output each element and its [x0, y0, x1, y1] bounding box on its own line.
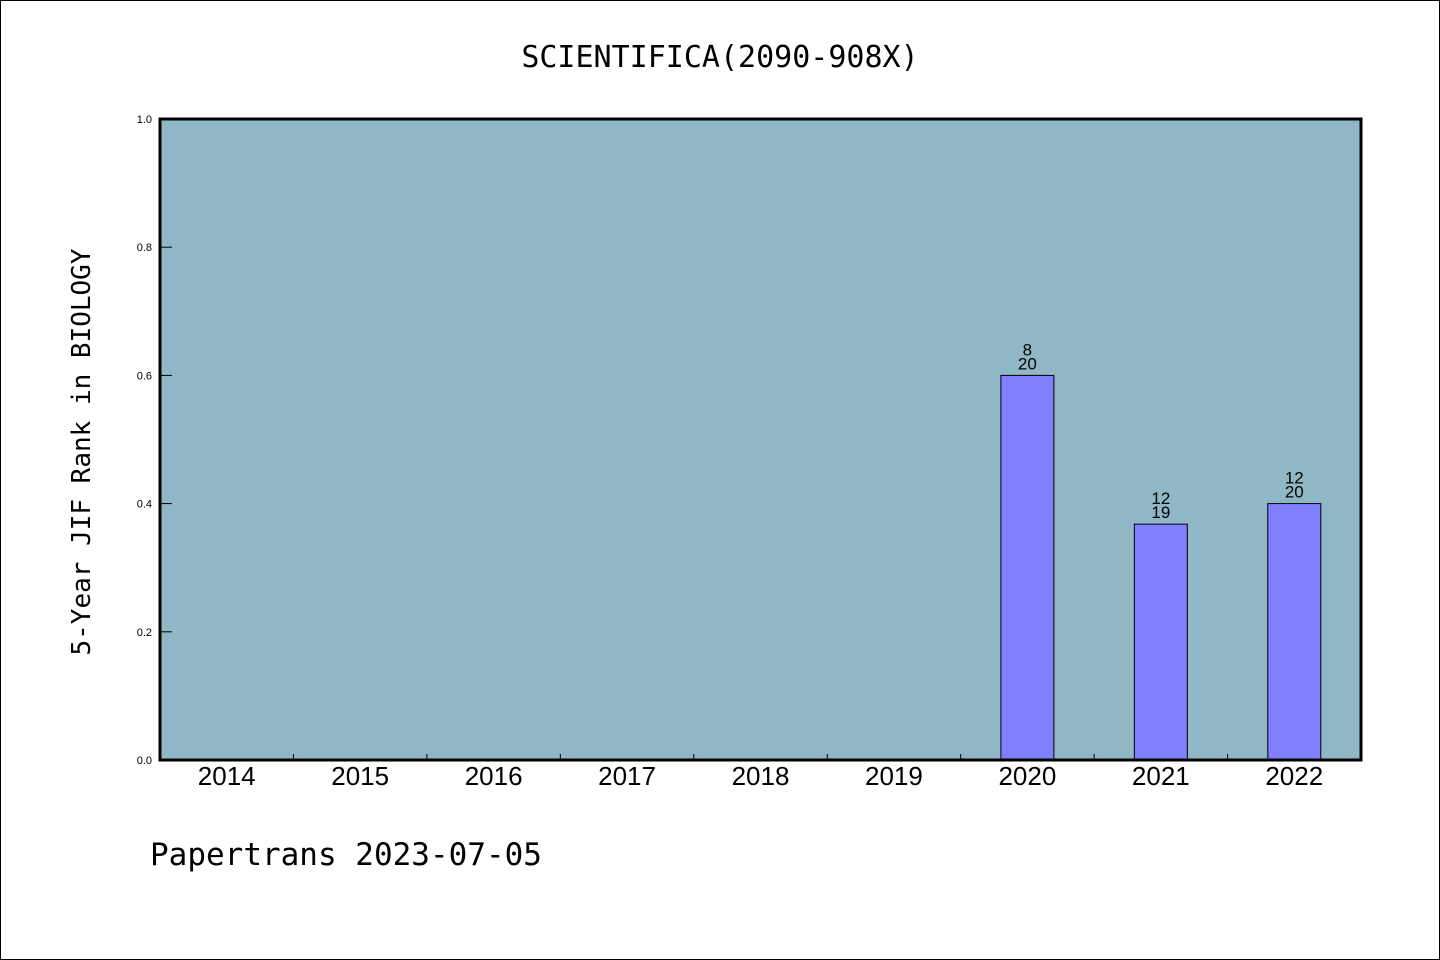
bar-label-rank: 12: [1151, 489, 1170, 508]
chart-title: SCIENTIFICA(2090-908X): [521, 40, 918, 75]
x-tick-label: 2016: [465, 761, 523, 791]
y-tick-label: 0.2: [137, 627, 152, 639]
bar-label-rank: 8: [1023, 340, 1032, 359]
x-tick-label: 2019: [865, 761, 923, 791]
x-axis-ticks: 2014 2015 2016 2017 2018 2019 2020 2021 2022: [198, 754, 1323, 791]
y-tick-label: 0.6: [137, 370, 152, 382]
x-tick-label: 2022: [1265, 761, 1323, 791]
x-tick-label: 2020: [998, 761, 1056, 791]
bar-label-rank: 12: [1285, 469, 1304, 488]
footer-credit: Papertrans 2023-07-05: [150, 837, 542, 873]
y-tick-label: 0.0: [137, 755, 152, 767]
x-tick-label: 2021: [1132, 761, 1190, 791]
bar-label-total: 20: [1018, 354, 1037, 373]
bar-2020: [1000, 374, 1055, 761]
x-tick-label: 2017: [598, 761, 656, 791]
bar-2021: [1133, 523, 1188, 761]
plot-area: [158, 117, 1363, 762]
x-tick-label: 2014: [198, 761, 256, 791]
y-axis-label: 5-Year JIF Rank in BIOLOGY: [67, 248, 97, 655]
y-tick-label: 0.4: [137, 499, 152, 511]
y-tick-label: 1.0: [137, 114, 152, 126]
x-tick-label: 2018: [732, 761, 790, 791]
bar-label-total: 20: [1285, 483, 1304, 502]
bar-label-total: 19: [1151, 503, 1170, 522]
bar-2022: [1267, 503, 1322, 761]
y-tick-label: 0.8: [137, 242, 152, 254]
x-tick-label: 2015: [331, 761, 389, 791]
